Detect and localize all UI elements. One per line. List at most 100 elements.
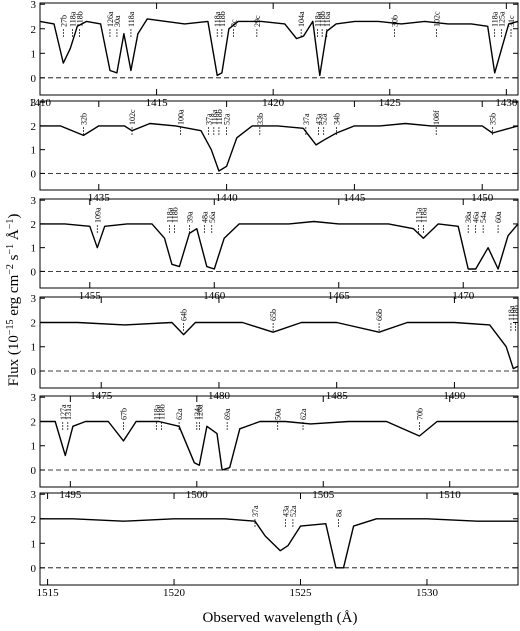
line-id-label: 46a bbox=[472, 211, 481, 223]
x-tick-label: 1425 bbox=[379, 97, 402, 109]
x-tick-label: 1455 bbox=[79, 290, 102, 302]
line-id-label: 126a bbox=[106, 11, 115, 27]
y-tick-label: 0 bbox=[31, 266, 37, 278]
y-axis-title-part: −1 bbox=[5, 244, 16, 255]
x-tick-label: 1505 bbox=[312, 489, 335, 501]
y-tick-label: 2 bbox=[31, 317, 37, 329]
line-id-label: 8a bbox=[334, 509, 343, 517]
line-id-label: 118a bbox=[127, 11, 136, 27]
y-axis-title-part: ) bbox=[6, 214, 22, 219]
line-id-label: 118b bbox=[218, 11, 227, 27]
panel-frame bbox=[39, 492, 519, 586]
line-id-label: 118a bbox=[213, 11, 222, 27]
line-id-label: 30b bbox=[390, 15, 399, 27]
y-tick-label: 1 bbox=[31, 243, 37, 255]
line-id-label: 67b bbox=[120, 408, 129, 420]
line-id-label: 124a bbox=[193, 404, 202, 420]
line-id-label: 109a bbox=[93, 207, 102, 223]
x-tick-label: 1435 bbox=[88, 192, 111, 204]
x-tick-label: 1460 bbox=[203, 290, 226, 302]
spectrum-line bbox=[40, 321, 519, 370]
line-id-label: 35b bbox=[488, 113, 497, 125]
line-id-label: 118a bbox=[210, 109, 219, 125]
line-id-label: 118b bbox=[512, 305, 520, 321]
y-tick-label: 2 bbox=[31, 514, 37, 526]
x-tick-label: 1440 bbox=[216, 192, 239, 204]
line-id-label: 70b bbox=[415, 408, 424, 420]
y-tick-label: 2 bbox=[31, 219, 37, 231]
line-id-label: 126a bbox=[195, 404, 204, 420]
line-id-label: 127a bbox=[59, 404, 68, 420]
x-tick-label: 1530 bbox=[416, 587, 439, 599]
line-id-label: 65b bbox=[269, 309, 278, 321]
y-axis-title-part: Å bbox=[6, 229, 22, 244]
line-id-label: 43a bbox=[281, 505, 290, 517]
line-id-label: 118a bbox=[166, 207, 175, 223]
spectrum-line bbox=[40, 420, 518, 471]
line-id-label: 37a bbox=[251, 505, 260, 517]
spectrum-line bbox=[40, 518, 518, 569]
y-tick-label: 2 bbox=[31, 121, 37, 133]
panel-frame bbox=[39, 395, 519, 488]
line-id-label: 37a bbox=[205, 113, 214, 125]
line-id-label: 118b bbox=[318, 11, 327, 27]
line-id-label: 118a bbox=[419, 207, 428, 223]
line-id-label: 104a bbox=[297, 11, 306, 27]
line-id-label: 27b bbox=[59, 15, 68, 27]
y-axis-title-part: s bbox=[6, 254, 22, 264]
y-tick-label: 3 bbox=[31, 489, 37, 501]
panel-frame bbox=[39, 100, 519, 191]
line-id-label: 52a bbox=[320, 113, 329, 125]
y-axis-title-part: −1 bbox=[5, 219, 16, 230]
line-id-label: 30a bbox=[113, 15, 122, 27]
spectrum-line bbox=[40, 220, 519, 270]
y-tick-label: 3 bbox=[31, 293, 37, 305]
x-tick-label: 1470 bbox=[452, 290, 475, 302]
panel-frame bbox=[39, 296, 519, 389]
y-tick-label: 1 bbox=[31, 441, 37, 453]
y-tick-label: 0 bbox=[31, 73, 37, 85]
y-tick-label: 1 bbox=[31, 48, 37, 60]
line-id-label: 125a bbox=[498, 11, 507, 27]
x-tick-label: 1525 bbox=[289, 587, 312, 599]
line-id-label: 102c bbox=[128, 109, 137, 125]
line-id-label: 34b bbox=[333, 113, 342, 125]
line-id-label: 102c bbox=[432, 11, 441, 27]
spectrum-line bbox=[39, 18, 519, 77]
line-id-label: 118a bbox=[491, 11, 500, 27]
x-tick-label: 1495 bbox=[59, 489, 82, 501]
line-id-label: 62a bbox=[175, 408, 184, 420]
x-tick-label: 1430 bbox=[495, 97, 518, 109]
line-id-label: 62a bbox=[299, 408, 308, 420]
line-id-label: 48a bbox=[200, 211, 209, 223]
x-tick-label: 1450 bbox=[471, 192, 494, 204]
y-tick-label: 0 bbox=[31, 465, 37, 477]
line-id-label: 118b bbox=[215, 109, 224, 125]
x-tick-label: 1420 bbox=[262, 97, 285, 109]
x-tick-label: 1515 bbox=[37, 587, 60, 599]
line-id-label: 116a bbox=[323, 11, 332, 27]
y-tick-label: 0 bbox=[31, 168, 37, 180]
line-id-label: 38a bbox=[464, 211, 473, 223]
line-id-label: 54a bbox=[479, 211, 488, 223]
line-id-label: 52a bbox=[289, 505, 298, 517]
x-tick-label: 1510 bbox=[439, 489, 462, 501]
y-tick-label: 3 bbox=[31, 195, 37, 207]
line-id-label: 43a bbox=[315, 113, 324, 125]
x-tick-label: 1500 bbox=[186, 489, 209, 501]
y-tick-label: 2 bbox=[31, 416, 37, 428]
y-tick-label: 0 bbox=[31, 366, 37, 378]
panel-frame bbox=[39, 198, 519, 289]
x-tick-label: 1445 bbox=[343, 192, 366, 204]
line-id-label: 113a bbox=[414, 207, 423, 223]
y-tick-label: 2 bbox=[31, 24, 37, 36]
line-id-label: 69a bbox=[223, 408, 232, 420]
panel-frame bbox=[39, 2, 519, 96]
line-id-label: 131a bbox=[64, 404, 73, 420]
y-tick-label: 3 bbox=[31, 97, 37, 109]
line-id-label: 118b bbox=[76, 11, 85, 27]
line-id-label: 64b bbox=[180, 309, 189, 321]
x-axis-title: Observed wavelength (Å) bbox=[203, 610, 358, 626]
line-id-label: 108f bbox=[432, 110, 441, 125]
line-id-label: 56a bbox=[208, 211, 217, 223]
